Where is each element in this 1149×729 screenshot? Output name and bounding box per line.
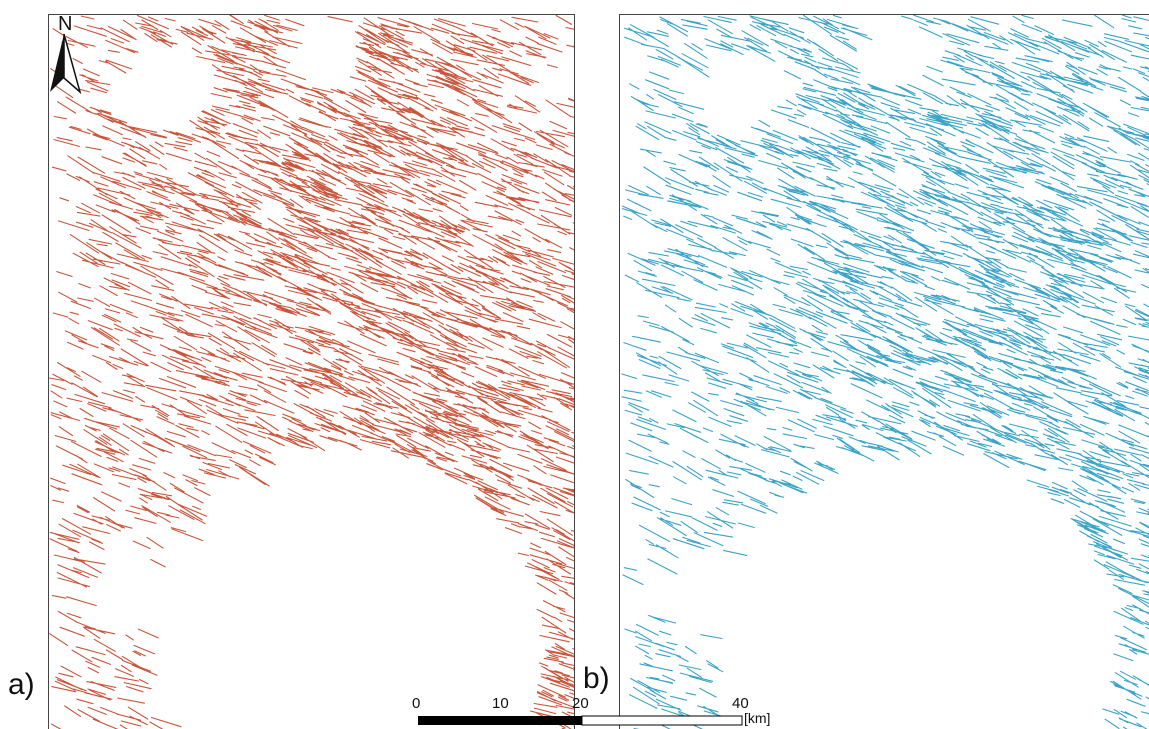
- lineament-path: [49, 15, 574, 729]
- lineament-map-a: [48, 14, 575, 729]
- panel-label-b: b): [583, 662, 610, 695]
- north-letter: N: [58, 13, 72, 35]
- scale-bar: 0 10 20 40 [km]: [410, 695, 790, 729]
- lineament-path: [621, 15, 1149, 729]
- scale-unit: [km]: [744, 710, 771, 726]
- north-arrow-icon: N: [46, 12, 86, 98]
- scale-tick-40: 40: [732, 695, 749, 712]
- scale-tick-0: 0: [412, 695, 421, 712]
- scale-segment-open: [581, 715, 743, 726]
- scale-tick-20: 20: [572, 695, 589, 712]
- scale-tick-10: 10: [492, 695, 509, 712]
- lineament-map-b: [619, 14, 1149, 729]
- lineament-lines-b: [621, 15, 1149, 729]
- lineament-lines-a: [49, 15, 574, 729]
- panel-label-a: a): [8, 668, 35, 701]
- scale-segment-solid: [418, 716, 582, 725]
